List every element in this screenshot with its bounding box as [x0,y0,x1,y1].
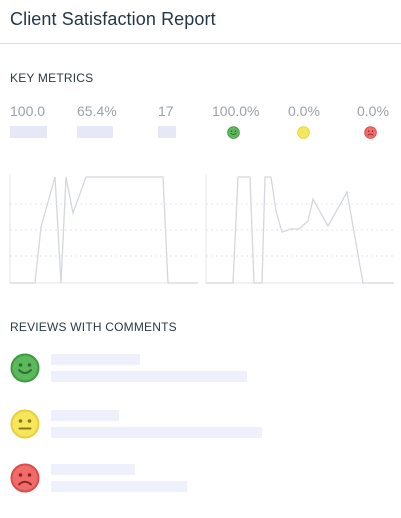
metric-value-positive: 100.0% [212,103,260,119]
key-metrics-heading: KEY METRICS [10,71,94,85]
happy-face-icon [10,353,40,383]
reviews-heading: REVIEWS WITH COMMENTS [10,320,177,334]
sad-face-icon [10,463,40,493]
metric-value-1: 100.0 [10,103,46,119]
metric-bar-3 [158,126,176,138]
review-comment-placeholder [51,371,247,382]
review-comment-placeholder [51,481,187,492]
sad-face-icon [364,126,377,139]
review-title-placeholder [51,464,135,475]
metric-value-2: 65.4% [77,103,117,119]
metric-bar-1 [10,126,47,138]
metric-value-negative: 0.0% [357,103,389,119]
review-comment-placeholder [51,427,262,438]
metric-bar-2 [77,126,113,138]
metric-value-neutral: 0.0% [288,103,320,119]
metrics-chart-left [9,175,198,284]
neutral-face-icon [297,126,310,139]
metrics-chart-right [205,175,394,284]
happy-face-icon [227,126,240,139]
review-item[interactable] [10,409,270,439]
page-title: Client Satisfaction Report [10,9,216,29]
page-header: Client Satisfaction Report [0,0,401,44]
review-title-placeholder [51,354,140,365]
neutral-face-icon [10,409,40,439]
review-title-placeholder [51,410,119,421]
review-item[interactable] [10,463,270,493]
metric-value-3: 17 [158,103,174,119]
review-item[interactable] [10,353,270,383]
